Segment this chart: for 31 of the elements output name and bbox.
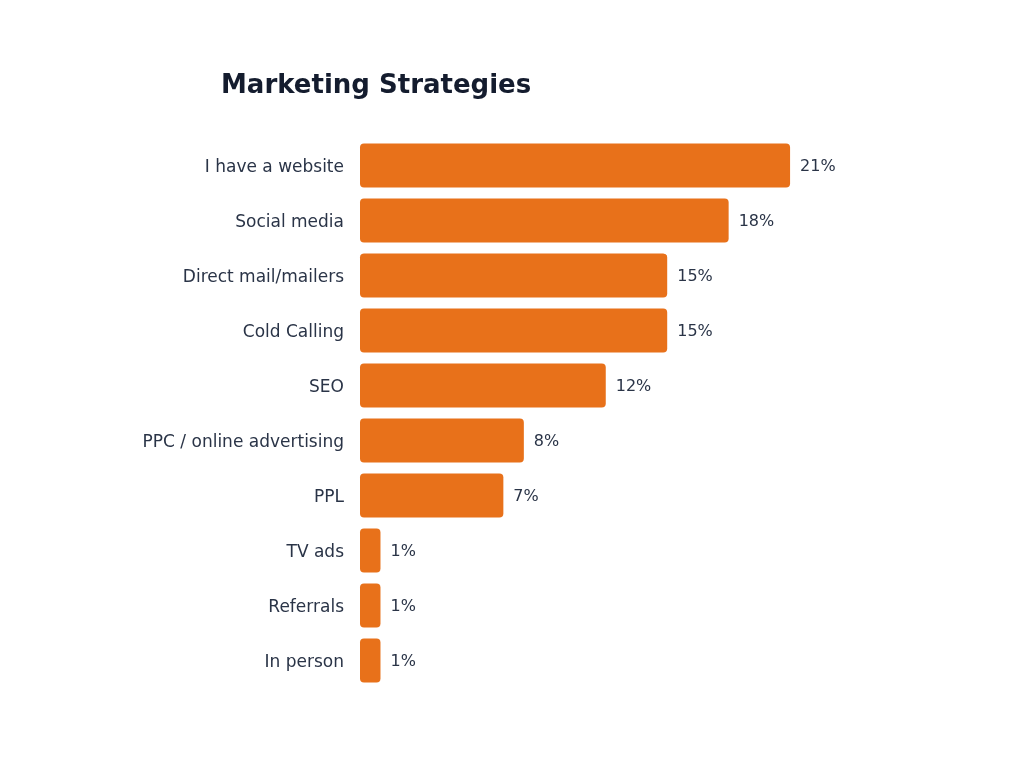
bar: [360, 418, 524, 463]
y-tick-label: TV ads: [285, 540, 345, 561]
y-tick-label: Direct mail/mailers: [182, 265, 345, 286]
data-label: 15%: [677, 321, 713, 340]
data-label: 12%: [615, 376, 652, 395]
data-label: 1%: [390, 596, 416, 615]
bar: [360, 253, 668, 298]
data-label: 1%: [390, 651, 416, 670]
data-label: 1%: [390, 541, 416, 560]
y-tick-label: Referrals: [268, 595, 345, 616]
bar: [360, 198, 729, 243]
bar: [360, 473, 504, 518]
bar: [360, 528, 381, 573]
data-label: 7%: [513, 486, 539, 505]
bar: [360, 143, 791, 188]
data-label: 18%: [738, 211, 775, 230]
bar: [360, 638, 381, 683]
data-label: 8%: [533, 431, 560, 450]
chart-title: Marketing Strategies: [221, 69, 532, 99]
y-tick-label: I have a website: [204, 155, 344, 176]
bar: [360, 308, 668, 353]
y-tick-label: SEO: [309, 375, 344, 396]
data-label: 15%: [677, 266, 713, 285]
bar: [360, 583, 381, 628]
y-tick-label: Cold Calling: [242, 320, 344, 341]
bar: [360, 363, 606, 408]
y-tick-label: Social media: [235, 210, 344, 231]
y-tick-label: PPC / online advertising: [142, 430, 344, 451]
data-label: 21%: [800, 156, 836, 175]
y-tick-label: In person: [264, 650, 344, 671]
y-tick-label: PPL: [314, 485, 345, 506]
